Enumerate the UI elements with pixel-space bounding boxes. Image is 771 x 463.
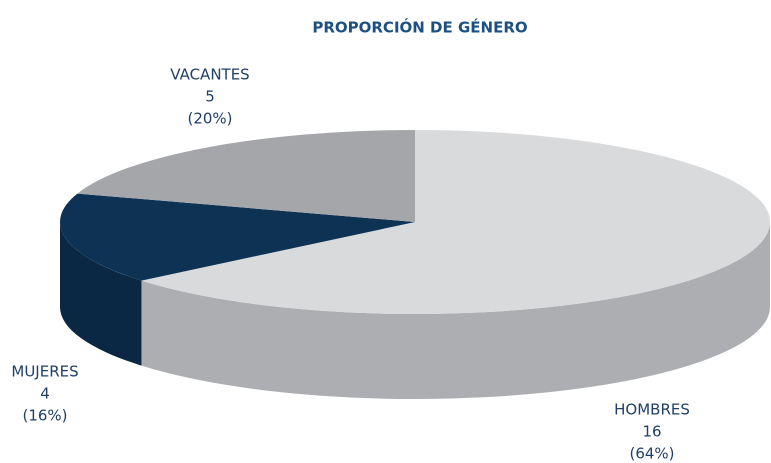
slice-value: 4 xyxy=(40,385,50,403)
pie-slice xyxy=(141,130,771,315)
slice-percent: (16%) xyxy=(22,407,67,425)
chart-title: PROPORCIÓN DE GÉNERO xyxy=(312,18,527,37)
slice-label: MUJERES xyxy=(11,363,78,381)
pie-side xyxy=(60,222,142,366)
slice-label: HOMBRES xyxy=(614,401,690,419)
slice-label: VACANTES xyxy=(170,66,249,84)
slice-percent: (20%) xyxy=(187,110,232,128)
pie-side xyxy=(141,222,771,399)
slice-value: 16 xyxy=(642,423,661,441)
pie-slice xyxy=(77,130,415,222)
slice-percent: (64%) xyxy=(629,445,674,463)
slice-value: 5 xyxy=(205,88,215,106)
pie-slice xyxy=(59,193,415,281)
